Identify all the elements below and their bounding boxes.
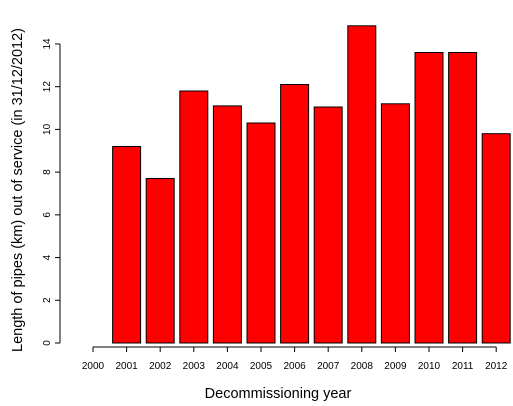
- x-tick-label-2007: 2007: [317, 361, 340, 372]
- y-tick-label-10: 10: [42, 123, 53, 135]
- y-tick-label-0: 0: [42, 340, 53, 346]
- x-tick-label-2009: 2009: [384, 361, 407, 372]
- x-tick-label-2002: 2002: [149, 361, 172, 372]
- x-tick-label-2006: 2006: [283, 361, 306, 372]
- bar-2002: [145, 178, 175, 344]
- x-tick-label-2008: 2008: [351, 361, 374, 372]
- bar-2009: [380, 103, 410, 344]
- y-tick-label-14: 14: [42, 38, 53, 50]
- x-tick-label-2004: 2004: [216, 361, 239, 372]
- bar-2011: [448, 52, 478, 344]
- bar-2003: [179, 90, 209, 344]
- bar-2004: [212, 105, 242, 344]
- x-axis: 2000 2001 2002 2003 2004 2005 2006 2007 2008 2009…: [82, 346, 508, 372]
- x-tick-label-2010: 2010: [418, 361, 441, 372]
- x-tick-label-2005: 2005: [250, 361, 273, 372]
- y-tick-label-6: 6: [42, 212, 53, 218]
- bar-2007: [313, 106, 343, 344]
- x-tick-label-2011: 2011: [452, 361, 474, 372]
- bar-2006: [280, 84, 310, 344]
- y-axis-title: Length of pipes (km) out of service (in …: [10, 28, 26, 352]
- bar-2012: [481, 133, 511, 344]
- bar-2008: [347, 25, 377, 344]
- bar-2005: [246, 122, 276, 344]
- bar-2010: [414, 52, 444, 344]
- x-axis-title: Decommissioning year: [205, 386, 352, 402]
- x-tick-label-2000: 2000: [82, 361, 105, 372]
- bar-2001: [112, 146, 142, 344]
- y-axis: 0 2 4 6 8 10 12 14: [42, 38, 61, 346]
- y-tick-label-12: 12: [42, 81, 53, 93]
- x-tick-label-2001: 2001: [115, 361, 138, 372]
- x-tick-label-2012: 2012: [485, 361, 508, 372]
- y-tick-label-8: 8: [42, 169, 53, 175]
- y-tick-label-4: 4: [42, 254, 53, 260]
- y-tick-label-2: 2: [42, 297, 53, 303]
- x-tick-label-2003: 2003: [183, 361, 206, 372]
- bars: [112, 25, 511, 344]
